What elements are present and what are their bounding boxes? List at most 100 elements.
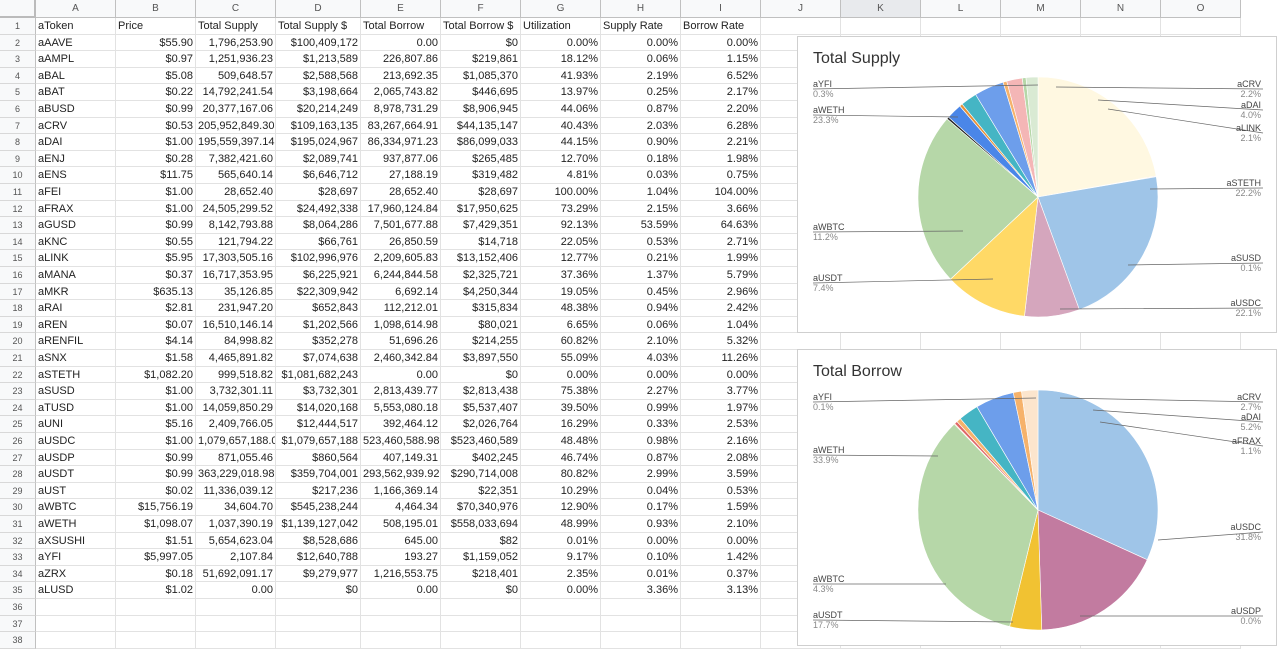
cell[interactable]: aZRX bbox=[36, 565, 116, 583]
cell[interactable]: 509,648.57 bbox=[196, 67, 276, 85]
pie-slice-ausdc[interactable] bbox=[1037, 176, 1159, 311]
cell[interactable]: aBAT bbox=[36, 84, 116, 101]
cell[interactable]: 293,562,939.92 bbox=[361, 466, 441, 483]
cell[interactable]: $218,401 bbox=[441, 565, 521, 583]
cell[interactable]: 1.97% bbox=[681, 399, 761, 417]
row-header[interactable]: 4 bbox=[0, 67, 36, 85]
cell[interactable]: $558,033,694 bbox=[441, 516, 521, 533]
cell[interactable]: 2.20% bbox=[681, 101, 761, 118]
cell[interactable]: $1.00 bbox=[116, 184, 196, 201]
cell[interactable]: aUNI bbox=[36, 416, 116, 433]
column-header-k[interactable]: K bbox=[841, 0, 921, 18]
cell[interactable]: 5,654,623.04 bbox=[196, 532, 276, 550]
cell[interactable]: 2.27% bbox=[601, 383, 681, 400]
cell[interactable] bbox=[601, 615, 681, 633]
cell[interactable]: 10.29% bbox=[521, 482, 601, 500]
row-header[interactable]: 5 bbox=[0, 84, 36, 101]
cell[interactable]: 0.18% bbox=[601, 150, 681, 168]
cell[interactable]: 0.00% bbox=[681, 366, 761, 384]
cell[interactable]: 1,098,614.98 bbox=[361, 316, 441, 334]
row-header[interactable]: 24 bbox=[0, 399, 36, 417]
row-header[interactable]: 28 bbox=[0, 466, 36, 483]
cell[interactable]: 0.94% bbox=[601, 300, 681, 317]
cell[interactable]: 100.00% bbox=[521, 184, 601, 201]
cell[interactable]: 5,553,080.18 bbox=[361, 399, 441, 417]
cell[interactable]: 22.05% bbox=[521, 233, 601, 251]
cell[interactable]: 0.25% bbox=[601, 84, 681, 101]
cell[interactable]: $109,163,135 bbox=[276, 117, 361, 135]
cell[interactable]: $6,646,712 bbox=[276, 167, 361, 184]
row-header[interactable]: 25 bbox=[0, 416, 36, 433]
cell[interactable]: 0.00 bbox=[361, 366, 441, 384]
cell[interactable] bbox=[521, 632, 601, 649]
cell[interactable]: aFEI bbox=[36, 184, 116, 201]
pie-slice-aweth[interactable] bbox=[917, 423, 1039, 627]
cell[interactable]: aAAVE bbox=[36, 34, 116, 52]
cell[interactable]: aSNX bbox=[36, 350, 116, 367]
cell[interactable]: $1.00 bbox=[116, 134, 196, 151]
cell[interactable]: 2,409,766.05 bbox=[196, 416, 276, 433]
cell[interactable]: $2.81 bbox=[116, 300, 196, 317]
cell[interactable]: 121,794.22 bbox=[196, 233, 276, 251]
cell[interactable] bbox=[681, 632, 761, 649]
pie-slice-other[interactable] bbox=[1025, 76, 1039, 198]
cell[interactable] bbox=[276, 615, 361, 633]
cell[interactable] bbox=[1161, 333, 1241, 350]
cell[interactable]: $4.14 bbox=[116, 333, 196, 350]
cell[interactable]: 1,037,390.19 bbox=[196, 516, 276, 533]
cell[interactable]: 0.10% bbox=[601, 549, 681, 566]
cell[interactable]: 2.99% bbox=[601, 466, 681, 483]
cell[interactable]: 16.29% bbox=[521, 416, 601, 433]
cell[interactable]: 2,460,342.84 bbox=[361, 350, 441, 367]
row-header[interactable]: 10 bbox=[0, 167, 36, 184]
cell[interactable]: Total Supply bbox=[196, 18, 276, 35]
cell[interactable]: 48.48% bbox=[521, 433, 601, 450]
cell[interactable]: $315,834 bbox=[441, 300, 521, 317]
cell[interactable]: $13,152,406 bbox=[441, 250, 521, 267]
cell[interactable]: 195,559,397.14 bbox=[196, 134, 276, 151]
cell[interactable]: $11.75 bbox=[116, 167, 196, 184]
cell[interactable]: aUSDP bbox=[36, 449, 116, 467]
cell[interactable] bbox=[921, 333, 1001, 350]
cell[interactable]: 508,195.01 bbox=[361, 516, 441, 533]
cell[interactable]: 112,212.01 bbox=[361, 300, 441, 317]
cell[interactable]: 193.27 bbox=[361, 549, 441, 566]
cell[interactable]: $0.97 bbox=[116, 51, 196, 68]
cell[interactable]: 2.16% bbox=[681, 433, 761, 450]
cell[interactable]: 48.99% bbox=[521, 516, 601, 533]
cell[interactable]: 937,877.06 bbox=[361, 150, 441, 168]
cell[interactable]: $82 bbox=[441, 532, 521, 550]
cell[interactable]: 92.13% bbox=[521, 217, 601, 234]
cell[interactable]: 0.37% bbox=[681, 565, 761, 583]
row-header[interactable]: 33 bbox=[0, 549, 36, 566]
cell[interactable]: $1,082.20 bbox=[116, 366, 196, 384]
cell[interactable]: $402,245 bbox=[441, 449, 521, 467]
cell[interactable]: $652,843 bbox=[276, 300, 361, 317]
cell[interactable] bbox=[521, 599, 601, 616]
row-header[interactable]: 19 bbox=[0, 316, 36, 334]
cell[interactable]: 26,850.59 bbox=[361, 233, 441, 251]
cell[interactable]: 2.53% bbox=[681, 416, 761, 433]
cell[interactable]: $14,718 bbox=[441, 233, 521, 251]
cell[interactable]: 2.71% bbox=[681, 233, 761, 251]
row-header[interactable]: 37 bbox=[0, 615, 36, 633]
cell[interactable]: $635.13 bbox=[116, 283, 196, 301]
cell[interactable]: $0.55 bbox=[116, 233, 196, 251]
cell[interactable]: 0.06% bbox=[601, 51, 681, 68]
column-header-f[interactable]: F bbox=[441, 0, 521, 18]
column-header-g[interactable]: G bbox=[521, 0, 601, 18]
cell[interactable]: Supply Rate bbox=[601, 18, 681, 35]
cell[interactable] bbox=[116, 615, 196, 633]
cell[interactable]: $1.00 bbox=[116, 399, 196, 417]
cell[interactable]: 0.04% bbox=[601, 482, 681, 500]
cell[interactable]: 0.17% bbox=[601, 499, 681, 516]
cell[interactable] bbox=[36, 615, 116, 633]
cell[interactable]: $4,250,344 bbox=[441, 283, 521, 301]
row-header[interactable]: 9 bbox=[0, 150, 36, 168]
cell[interactable]: $0.99 bbox=[116, 466, 196, 483]
row-header[interactable]: 14 bbox=[0, 233, 36, 251]
cell[interactable]: 1.42% bbox=[681, 549, 761, 566]
cell[interactable]: $359,704,001 bbox=[276, 466, 361, 483]
cell[interactable]: 0.00% bbox=[601, 366, 681, 384]
cell[interactable]: 5.79% bbox=[681, 267, 761, 284]
